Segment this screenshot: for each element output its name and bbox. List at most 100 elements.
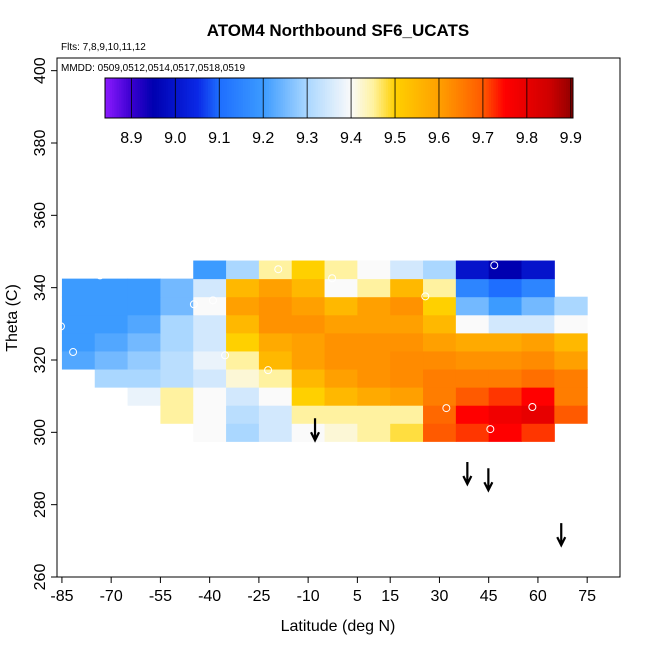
- heat-cell: [160, 350, 194, 370]
- colorbar-swatch: [217, 78, 221, 118]
- colorbar-swatch: [334, 78, 338, 118]
- colorbar-swatch: [147, 78, 150, 118]
- colorbar-swatch: [170, 78, 174, 118]
- colorbar-swatch: [491, 78, 494, 118]
- colorbar-swatch: [399, 78, 403, 118]
- colorbar-swatch: [360, 78, 363, 118]
- heat-cell: [291, 350, 326, 370]
- colorbar-swatch: [540, 78, 543, 118]
- colorbar-swatch: [547, 78, 550, 118]
- colorbar-swatch: [327, 78, 331, 118]
- heat-cell: [324, 332, 358, 352]
- heat-cell: [521, 387, 555, 406]
- colorbar-swatch: [516, 78, 520, 118]
- colorbar-swatch: [135, 78, 139, 118]
- colorbar-swatch: [123, 78, 127, 118]
- colorbar-tick-label: 9.5: [384, 130, 406, 147]
- colorbar-swatch: [530, 78, 534, 118]
- colorbar-swatch: [119, 78, 122, 118]
- colorbar-swatch: [463, 78, 466, 118]
- heat-cell: [554, 387, 588, 406]
- colorbar-swatch: [172, 78, 176, 118]
- x-tick-label: 60: [529, 588, 547, 605]
- heat-cell: [390, 405, 424, 424]
- x-tick-label: -25: [247, 588, 270, 605]
- heat-cell: [324, 405, 358, 424]
- colorbar-swatch: [224, 78, 228, 118]
- colorbar-swatch: [533, 78, 536, 118]
- heat-cell: [324, 314, 358, 334]
- colorbar-swatch: [381, 78, 384, 118]
- x-tick-label: 45: [480, 588, 498, 605]
- colorbar-swatch: [341, 78, 345, 118]
- colorbar-swatch: [388, 78, 391, 118]
- observation-point: [189, 300, 198, 309]
- heat-cell: [357, 387, 391, 406]
- heat-cell: [390, 260, 424, 280]
- observation-point: [559, 430, 568, 439]
- heat-cell: [226, 332, 260, 352]
- observation-point: [208, 296, 217, 305]
- heat-cell: [193, 296, 227, 316]
- heat-cell: [160, 314, 194, 334]
- heat-cell: [423, 387, 457, 406]
- colorbar-swatch: [544, 78, 548, 118]
- colorbar-swatch: [205, 78, 209, 118]
- colorbar-swatch: [238, 78, 242, 118]
- heat-cell: [521, 423, 555, 442]
- colorbar-swatch: [236, 78, 239, 118]
- arrow: [483, 468, 494, 493]
- x-tick-label: 75: [578, 588, 596, 605]
- colorbar-swatch: [484, 78, 487, 118]
- colorbar-swatch: [505, 78, 508, 118]
- observation-point: [490, 261, 499, 270]
- colorbar-swatch: [130, 78, 134, 118]
- colorbar-swatch: [502, 78, 506, 118]
- heat-cell: [521, 296, 555, 316]
- colorbar-swatch: [289, 78, 293, 118]
- colorbar-swatch: [210, 78, 214, 118]
- colorbar-swatch: [306, 78, 309, 118]
- colorbar-swatch: [456, 78, 459, 118]
- colorbar-swatch: [280, 78, 284, 118]
- heat-cell: [258, 296, 293, 316]
- heat-cell: [193, 369, 227, 388]
- observation-point: [96, 271, 105, 280]
- colorbar-swatch: [498, 78, 501, 118]
- heat-cell: [94, 296, 129, 316]
- heat-cell: [455, 405, 490, 424]
- colorbar-swatch: [460, 78, 464, 118]
- colorbar-swatch: [133, 78, 136, 118]
- colorbar-swatch: [287, 78, 291, 118]
- heat-cell: [521, 260, 555, 280]
- heat-cell: [390, 350, 424, 370]
- colorbar-swatch: [392, 78, 396, 118]
- heat-cell: [226, 314, 260, 334]
- heat-cell: [554, 369, 588, 388]
- colorbar-swatch: [186, 78, 190, 118]
- colorbar-swatch: [397, 78, 401, 118]
- observation-point: [421, 292, 430, 301]
- colorbar-swatch: [107, 78, 111, 118]
- colorbar-swatch: [226, 78, 230, 118]
- colorbar-swatch: [301, 78, 305, 118]
- colorbar-swatch: [264, 78, 267, 118]
- heat-cell: [258, 423, 293, 442]
- heat-cell: [94, 314, 129, 334]
- heat-cell: [193, 278, 227, 298]
- heat-cell: [94, 350, 129, 370]
- arrow: [310, 418, 321, 443]
- heat-cell: [423, 423, 457, 442]
- heat-cell: [488, 314, 523, 334]
- heat-cell: [193, 405, 227, 424]
- colorbar-swatch: [521, 78, 525, 118]
- colorbar-swatch: [285, 78, 288, 118]
- heat-cell: [94, 278, 129, 298]
- colorbar-swatch: [537, 78, 541, 118]
- colorbar-swatch: [453, 78, 457, 118]
- colorbar-swatch: [369, 78, 373, 118]
- heat-cell: [423, 350, 457, 370]
- heat-cell: [94, 332, 129, 352]
- colorbar-swatch: [409, 78, 412, 118]
- heat-cell: [390, 296, 424, 316]
